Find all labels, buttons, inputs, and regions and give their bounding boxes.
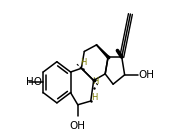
Text: H: H [92, 77, 98, 86]
Text: HO: HO [26, 77, 42, 87]
Text: OH: OH [138, 70, 154, 80]
Text: H: H [80, 58, 87, 67]
Text: H: H [91, 93, 98, 102]
Text: OH: OH [70, 121, 86, 131]
Polygon shape [96, 45, 109, 58]
